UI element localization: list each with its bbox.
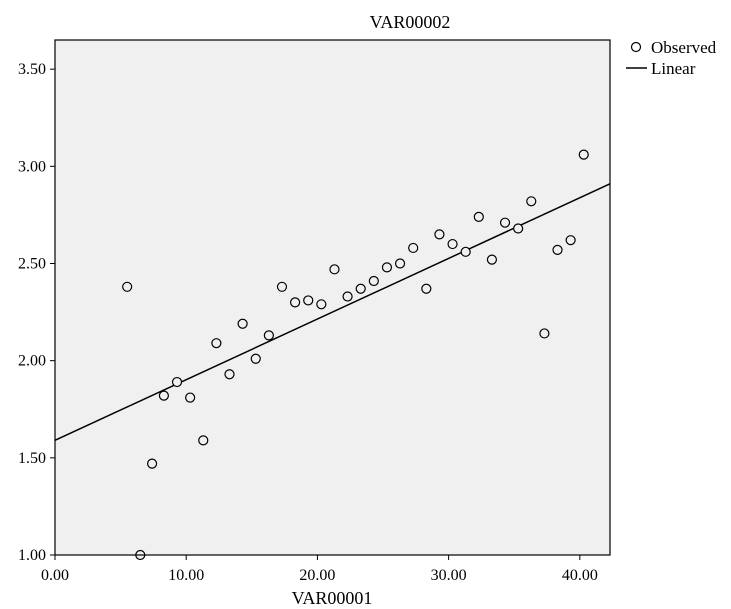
data-point <box>146 458 158 469</box>
y-tick-label: 3.00 <box>18 158 46 175</box>
x-tick-label: 40.00 <box>562 567 598 584</box>
data-point <box>381 262 393 273</box>
data-point <box>263 330 274 341</box>
legend-linear-label: Linear <box>651 59 696 78</box>
x-tick-label: 20.00 <box>299 567 335 584</box>
legend-observed-marker <box>630 41 642 53</box>
data-point <box>329 264 340 275</box>
data-point <box>171 376 183 388</box>
x-axis-title: VAR00001 <box>292 588 373 608</box>
data-point <box>342 291 353 302</box>
legend-observed-label: Observed <box>651 38 717 57</box>
data-point <box>122 281 133 292</box>
data-point <box>486 254 498 265</box>
plot-frame <box>54 39 611 556</box>
data-point <box>290 297 301 308</box>
data-point <box>460 246 471 257</box>
data-point <box>158 390 170 401</box>
data-point <box>211 338 222 349</box>
data-point <box>447 238 458 250</box>
data-point <box>526 196 537 207</box>
y-tick-label: 1.50 <box>18 450 46 467</box>
legend: Observed Linear <box>626 38 717 78</box>
data-point <box>499 217 511 228</box>
y-tick-label: 1.00 <box>18 547 46 564</box>
data-point <box>565 235 576 246</box>
data-point <box>316 299 327 310</box>
data-point <box>578 149 589 160</box>
data-point <box>368 275 379 287</box>
x-tick-label: 30.00 <box>431 567 467 584</box>
data-point <box>434 229 445 240</box>
data-point <box>421 283 432 294</box>
data-point <box>394 258 406 269</box>
y-tick-label: 2.50 <box>18 255 46 272</box>
data-point <box>539 328 550 339</box>
y-tick-label: 2.00 <box>18 353 46 370</box>
x-tick-label: 0.00 <box>41 567 69 584</box>
data-point <box>355 283 366 294</box>
data-point <box>513 223 524 234</box>
data-point <box>473 211 484 222</box>
data-point <box>198 435 209 446</box>
x-tick-label: 10.00 <box>168 567 204 584</box>
data-point <box>224 369 235 380</box>
plot-area <box>55 40 610 555</box>
data-point <box>185 392 196 403</box>
chart-title: VAR00002 <box>370 12 451 32</box>
data-point <box>408 242 419 254</box>
data-point <box>276 281 288 292</box>
y-tick-label: 3.50 <box>18 61 46 78</box>
data-point <box>303 295 314 306</box>
data-point <box>250 353 261 364</box>
data-point <box>237 318 248 329</box>
data-point <box>552 244 563 255</box>
